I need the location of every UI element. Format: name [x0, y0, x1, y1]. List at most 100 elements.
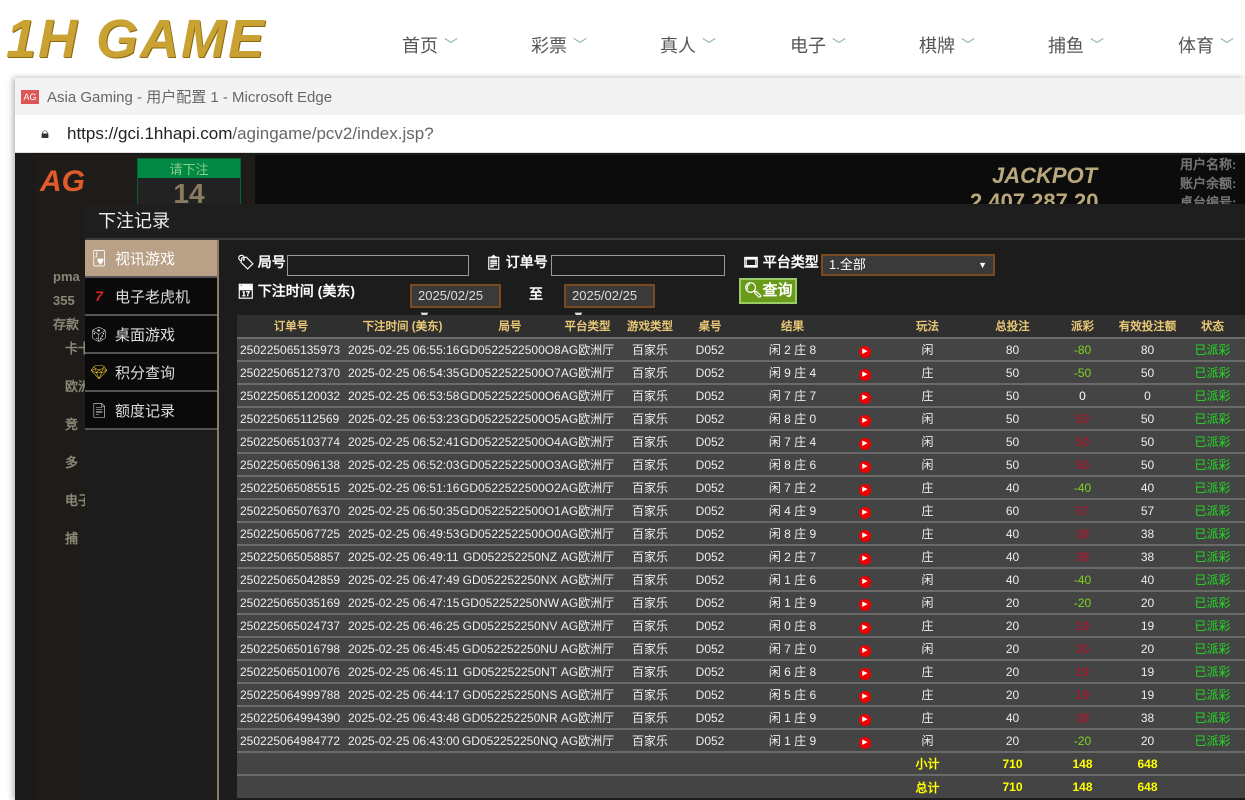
- total-bet-cell: 80: [975, 337, 1050, 361]
- clipboard-icon: 📋︎: [485, 253, 503, 270]
- round-id-cell: GD052252250NU: [460, 636, 560, 660]
- play-cell[interactable]: ▶: [850, 613, 880, 637]
- menu-item[interactable]: 7 电子老虎机: [85, 278, 217, 316]
- table-row[interactable]: 250225065016798 2025-02-25 06:45:45 GD0522…: [237, 636, 1245, 660]
- dropdown-arrow-icon: ▼: [978, 260, 987, 270]
- url-host[interactable]: https://gci.1hhapi.com: [66, 123, 233, 143]
- table-id-cell: D052: [685, 590, 735, 614]
- round-input[interactable]: [287, 255, 469, 276]
- play-replay-icon[interactable]: ▶: [859, 506, 871, 519]
- nav-item[interactable]: 体育 ﹀: [1178, 32, 1234, 58]
- menu-item[interactable]: 🎲︎ 桌面游戏: [85, 316, 217, 354]
- lock-icon[interactable]: 🔒︎: [41, 125, 49, 142]
- play-cell[interactable]: ▶: [850, 682, 880, 706]
- menu-item[interactable]: 📄︎ 额度记录: [85, 392, 217, 430]
- total-bet-cell: 20: [975, 659, 1050, 683]
- game-type-cell: 百家乐: [615, 452, 685, 476]
- subtotal-row: 小计 710 148 648: [237, 751, 1245, 775]
- play-cell[interactable]: ▶: [850, 360, 880, 384]
- table-row[interactable]: 250225065024737 2025-02-25 06:46:25 GD0522…: [237, 613, 1245, 637]
- address-bar[interactable]: 🔒︎ https://gci.1hhapi.com/agingame/pcv2/…: [15, 115, 1245, 153]
- table-row[interactable]: 250225065112569 2025-02-25 06:53:23 GD0522…: [237, 406, 1245, 430]
- menu-item[interactable]: 💎︎ 积分查询: [85, 354, 217, 392]
- nav-item[interactable]: 真人 ﹀: [660, 32, 716, 58]
- table-row[interactable]: 250225065067725 2025-02-25 06:49:53 GD0522…: [237, 521, 1245, 545]
- url-path[interactable]: /agingame/pcv2/index.jsp?: [232, 123, 434, 143]
- play-cell[interactable]: ▶: [850, 659, 880, 683]
- menu-item[interactable]: 🂻 视讯游戏: [85, 240, 217, 278]
- table-row[interactable]: 250225065103774 2025-02-25 06:52:41 GD0522…: [237, 429, 1245, 453]
- date-to-picker[interactable]: 2025/02/25 ▼: [564, 284, 655, 323]
- play-cell[interactable]: ▶: [850, 383, 880, 407]
- round-id-cell: GD0522522500O7: [460, 360, 560, 384]
- play-replay-icon[interactable]: ▶: [859, 368, 871, 381]
- play-replay-icon[interactable]: ▶: [859, 667, 871, 680]
- play-replay-icon[interactable]: ▶: [859, 391, 871, 404]
- play-cell[interactable]: ▶: [850, 475, 880, 499]
- play-replay-icon[interactable]: ▶: [859, 483, 871, 496]
- table-row[interactable]: 250225065076370 2025-02-25 06:50:35 GD0522…: [237, 498, 1245, 522]
- play-replay-icon[interactable]: ▶: [859, 529, 871, 542]
- bet-time-cell: 2025-02-25 06:53:23: [345, 406, 460, 430]
- bet-time-cell: 2025-02-25 06:43:48: [345, 705, 460, 729]
- play-cell[interactable]: ▶: [850, 544, 880, 568]
- game-type-cell: 百家乐: [615, 728, 685, 752]
- play-cell[interactable]: ▶: [850, 590, 880, 614]
- table-row[interactable]: 250225065010076 2025-02-25 06:45:11 GD0522…: [237, 659, 1245, 683]
- play-cell[interactable]: ▶: [850, 337, 880, 361]
- play-cell[interactable]: ▶: [850, 728, 880, 752]
- play-cell[interactable]: ▶: [850, 521, 880, 545]
- table-row[interactable]: 250225065042859 2025-02-25 06:47:49 GD0522…: [237, 567, 1245, 591]
- query-button[interactable]: 🔍︎查询: [739, 278, 797, 304]
- nav-item[interactable]: 电子 ﹀: [790, 32, 846, 58]
- nav-item[interactable]: 首页 ﹀: [402, 32, 458, 58]
- round-id-cell: GD0522522500O3: [460, 452, 560, 476]
- round-id-cell: GD052252250NX: [460, 567, 560, 591]
- play-replay-icon[interactable]: ▶: [859, 437, 871, 450]
- status-cell: 已派彩: [1180, 613, 1245, 637]
- play-cell[interactable]: ▶: [850, 705, 880, 729]
- play-cell[interactable]: ▶: [850, 498, 880, 522]
- table-row[interactable]: 250225065035169 2025-02-25 06:47:15 GD0522…: [237, 590, 1245, 614]
- nav-item[interactable]: 棋牌 ﹀: [919, 32, 975, 58]
- play-replay-icon[interactable]: ▶: [859, 690, 871, 703]
- table-row[interactable]: 250225064994390 2025-02-25 06:43:48 GD0522…: [237, 705, 1245, 729]
- game-type-cell: 百家乐: [615, 705, 685, 729]
- play-replay-icon[interactable]: ▶: [859, 736, 871, 749]
- play-replay-icon[interactable]: ▶: [859, 575, 871, 588]
- table-row[interactable]: 250225064999788 2025-02-25 06:44:17 GD0522…: [237, 682, 1245, 706]
- table-id-cell: D052: [685, 682, 735, 706]
- table-row[interactable]: 250225065085515 2025-02-25 06:51:16 GD0522…: [237, 475, 1245, 499]
- play-cell[interactable]: ▶: [850, 636, 880, 660]
- nav-item[interactable]: 彩票 ﹀: [531, 32, 587, 58]
- play-replay-icon[interactable]: ▶: [859, 552, 871, 565]
- play-cell[interactable]: ▶: [850, 567, 880, 591]
- play-replay-icon[interactable]: ▶: [859, 644, 871, 657]
- table-row[interactable]: 250225065127370 2025-02-25 06:54:35 GD0522…: [237, 360, 1245, 384]
- summary-cell: 总计: [880, 774, 975, 798]
- platform-select[interactable]: 1.全部 ▼: [821, 254, 995, 276]
- table-row[interactable]: 250225065135973 2025-02-25 06:55:16 GD0522…: [237, 337, 1245, 361]
- play-replay-icon[interactable]: ▶: [859, 345, 871, 358]
- background-label: 捕: [65, 531, 79, 546]
- play-replay-icon[interactable]: ▶: [859, 713, 871, 726]
- table-row[interactable]: 250225064984772 2025-02-25 06:43:00 GD0522…: [237, 728, 1245, 752]
- play-cell[interactable]: ▶: [850, 429, 880, 453]
- play-cell[interactable]: ▶: [850, 452, 880, 476]
- bet-time-cell: 2025-02-25 06:51:16: [345, 475, 460, 499]
- column-header: 平台类型: [560, 315, 615, 338]
- summary-cell: [560, 774, 615, 798]
- table-row[interactable]: 250225065096138 2025-02-25 06:52:03 GD0522…: [237, 452, 1245, 476]
- play-replay-icon[interactable]: ▶: [859, 414, 871, 427]
- play-replay-icon[interactable]: ▶: [859, 621, 871, 634]
- table-row[interactable]: 250225065120032 2025-02-25 06:53:58 GD0522…: [237, 383, 1245, 407]
- site-header: 1H GAME 首页 ﹀ 彩票 ﹀ 真人 ﹀ 电子 ﹀ 棋牌 ﹀ 捕鱼 ﹀ 体育 ﹀: [0, 0, 1245, 78]
- play-cell[interactable]: ▶: [850, 406, 880, 430]
- play-replay-icon[interactable]: ▶: [859, 460, 871, 473]
- order-input[interactable]: [551, 255, 725, 276]
- nav-item[interactable]: 捕鱼 ﹀: [1048, 32, 1104, 58]
- play-replay-icon[interactable]: ▶: [859, 598, 871, 611]
- summary-cell: [615, 774, 685, 798]
- date-from-picker[interactable]: 2025/02/25 ▼: [410, 284, 501, 323]
- table-row[interactable]: 250225065058857 2025-02-25 06:49:11 GD0522…: [237, 544, 1245, 568]
